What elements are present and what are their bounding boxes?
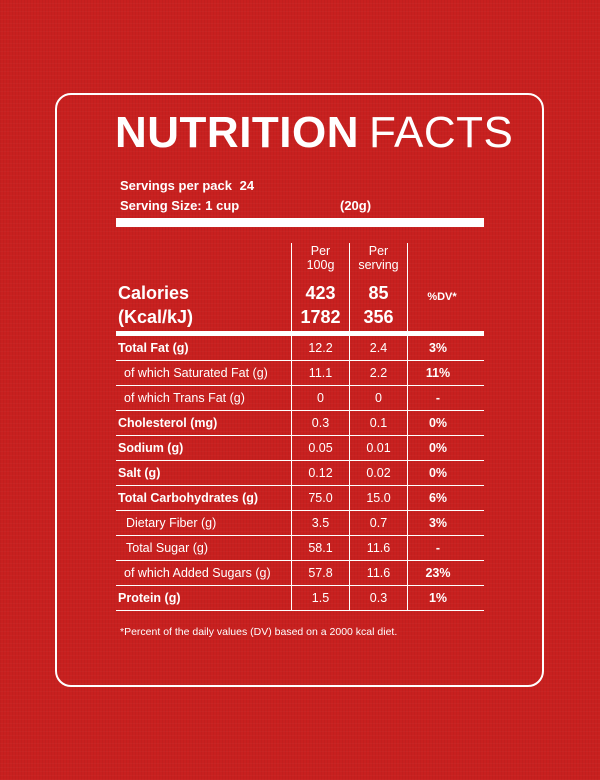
serving-size-label: Serving Size: 1 cup <box>120 198 240 213</box>
column-header-dv: %DV* <box>427 291 457 303</box>
per-serving-value: 0.7 <box>369 516 388 530</box>
table-row: Dietary Fiber (g) 3.5 0.7 3% <box>116 511 484 536</box>
calories-label: Calories <box>118 283 190 303</box>
row-divider <box>116 385 484 386</box>
page-title: NUTRITION FACTS <box>115 110 513 156</box>
dv-value: 3% <box>428 516 448 530</box>
column-header-per-serving: Per serving <box>358 244 399 272</box>
column-divider <box>291 243 292 611</box>
table-row: Protein (g) 1.5 0.3 1% <box>116 586 484 611</box>
per-100g-value: 3.5 <box>311 516 330 530</box>
serving-size-value: (20g) <box>340 198 372 213</box>
table-row: of which Added Sugars (g) 57.8 11.6 23% <box>116 561 484 586</box>
calories-per100g-kj: 1782 <box>300 307 341 327</box>
calories-serving-kcal: 85 <box>368 283 389 303</box>
row-divider <box>116 560 484 561</box>
row-divider <box>116 435 484 436</box>
per-serving-value: 0.1 <box>369 416 388 430</box>
per-serving-value: 11.6 <box>366 541 391 555</box>
serving-size: Serving Size: 1 cup (20g) <box>120 198 371 213</box>
nutrient-label: Salt (g) <box>118 466 161 480</box>
table-row: Sodium (g) 0.05 0.01 0% <box>116 436 484 461</box>
per-100g-value: 75.0 <box>308 491 333 505</box>
row-divider <box>116 510 484 511</box>
footnote: *Percent of the daily values (DV) based … <box>120 626 398 638</box>
calories-serving-kj: 356 <box>363 307 394 327</box>
dv-value: 6% <box>428 491 448 505</box>
dv-value: - <box>435 391 441 405</box>
column-header-per-100g: Per 100g <box>306 244 335 272</box>
title-regular: FACTS <box>369 108 514 157</box>
per-100g-value: 11.1 <box>308 366 333 380</box>
nutrient-label: Total Fat (g) <box>118 341 189 355</box>
per-serving-value: 0.01 <box>366 441 391 455</box>
row-divider <box>116 360 484 361</box>
per-serving-value: 0 <box>375 391 382 405</box>
column-divider <box>349 243 350 611</box>
dv-value: - <box>435 541 441 555</box>
calories-unit-label: (Kcal/kJ) <box>118 307 194 327</box>
medium-divider <box>116 331 484 336</box>
servings-per-pack: Servings per pack 24 <box>120 178 254 193</box>
per-100g-value: 0.3 <box>311 416 330 430</box>
nutrient-label: Sodium (g) <box>118 441 184 455</box>
calories-per100g-kcal: 423 <box>305 283 336 303</box>
dv-value: 11% <box>425 366 451 380</box>
nutrient-label: Cholesterol (mg) <box>118 416 218 430</box>
column-divider <box>407 243 408 611</box>
thick-divider <box>116 218 484 227</box>
per-serving-value: 11.6 <box>366 566 391 580</box>
dv-value: 0% <box>428 466 448 480</box>
row-divider <box>116 610 484 611</box>
row-divider <box>116 585 484 586</box>
dv-value: 1% <box>428 591 448 605</box>
per-100g-value: 1.5 <box>311 591 330 605</box>
per-serving-value: 15.0 <box>366 491 391 505</box>
row-divider <box>116 410 484 411</box>
servings-per-pack-value: 24 <box>239 178 255 193</box>
nutrient-label: of which Added Sugars (g) <box>124 566 271 580</box>
nutrient-label: Protein (g) <box>118 591 181 605</box>
per-serving-value: 0.02 <box>366 466 391 480</box>
table-row: Total Fat (g) 12.2 2.4 3% <box>116 336 484 361</box>
per-100g-value: 0 <box>317 391 324 405</box>
nutrient-label: Dietary Fiber (g) <box>126 516 217 530</box>
row-divider <box>116 460 484 461</box>
table-row: Cholesterol (mg) 0.3 0.1 0% <box>116 411 484 436</box>
nutrient-label: of which Trans Fat (g) <box>124 391 245 405</box>
per-100g-value: 57.8 <box>308 566 333 580</box>
table-row: Salt (g) 0.12 0.02 0% <box>116 461 484 486</box>
dv-value: 3% <box>428 341 448 355</box>
table-row: of which Trans Fat (g) 0 0 - <box>116 386 484 411</box>
dv-value: 0% <box>428 441 448 455</box>
per-100g-value: 0.12 <box>308 466 333 480</box>
table-row: Total Carbohydrates (g) 75.0 15.0 6% <box>116 486 484 511</box>
dv-value: 0% <box>428 416 448 430</box>
per-100g-value: 12.2 <box>308 341 333 355</box>
per-serving-value: 0.3 <box>369 591 388 605</box>
row-divider <box>116 485 484 486</box>
servings-per-pack-label: Servings per pack <box>120 178 232 193</box>
table-row: Total Sugar (g) 58.1 11.6 - <box>116 536 484 561</box>
dv-value: 23% <box>425 566 451 580</box>
nutrient-label: of which Saturated Fat (g) <box>124 366 268 380</box>
title-bold: NUTRITION <box>115 108 360 157</box>
per-100g-value: 0.05 <box>308 441 333 455</box>
nutrition-panel-border <box>55 93 544 687</box>
per-serving-value: 2.4 <box>369 341 388 355</box>
per-100g-value: 58.1 <box>308 541 333 555</box>
nutrient-label: Total Sugar (g) <box>126 541 208 555</box>
table-row: of which Saturated Fat (g) 11.1 2.2 11% <box>116 361 484 386</box>
nutrient-label: Total Carbohydrates (g) <box>118 491 259 505</box>
per-serving-value: 2.2 <box>369 366 388 380</box>
row-divider <box>116 535 484 536</box>
